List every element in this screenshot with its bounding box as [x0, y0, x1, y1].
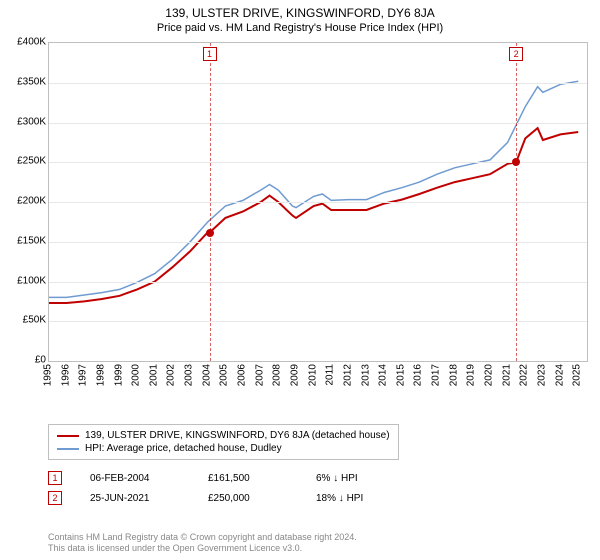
y-axis-label: £300K — [17, 116, 46, 127]
x-axis-label: 2000 — [131, 364, 142, 386]
sale-marker-box: 2 — [509, 47, 523, 61]
sale-point — [512, 158, 520, 166]
legend-label: 139, ULSTER DRIVE, KINGSWINFORD, DY6 8JA… — [85, 430, 390, 441]
x-axis-label: 2008 — [272, 364, 283, 386]
x-axis-label: 2007 — [254, 364, 265, 386]
x-axis-label: 2001 — [148, 364, 159, 386]
x-axis-label: 2024 — [554, 364, 565, 386]
sale-marker-icon: 1 — [48, 471, 62, 485]
y-axis-label: £150K — [17, 235, 46, 246]
sale-price: £250,000 — [208, 493, 288, 504]
sale-marker-box: 1 — [203, 47, 217, 61]
y-axis-label: £100K — [17, 275, 46, 286]
x-axis-label: 1995 — [43, 364, 54, 386]
footer-line: This data is licensed under the Open Gov… — [48, 543, 357, 554]
x-axis-label: 2013 — [360, 364, 371, 386]
legend-swatch — [57, 448, 79, 450]
legend-label: HPI: Average price, detached house, Dudl… — [85, 443, 282, 454]
chart-subtitle: Price paid vs. HM Land Registry's House … — [0, 20, 600, 38]
x-axis-label: 2004 — [201, 364, 212, 386]
sale-row: 1 06-FEB-2004 £161,500 6% ↓ HPI — [48, 468, 363, 488]
sale-point — [206, 229, 214, 237]
chart-container: 139, ULSTER DRIVE, KINGSWINFORD, DY6 8JA… — [0, 0, 600, 560]
x-axis-label: 2012 — [342, 364, 353, 386]
legend-swatch — [57, 435, 79, 437]
x-axis-label: 2014 — [378, 364, 389, 386]
x-axis-label: 2002 — [166, 364, 177, 386]
y-axis-label: £350K — [17, 76, 46, 87]
sale-diff: 18% ↓ HPI — [316, 493, 363, 504]
sale-vline — [516, 43, 517, 361]
x-axis-label: 2018 — [448, 364, 459, 386]
x-axis-label: 2005 — [219, 364, 230, 386]
sale-vline — [210, 43, 211, 361]
plot-area: 12 — [48, 42, 588, 362]
x-axis-label: 2022 — [519, 364, 530, 386]
footer-line: Contains HM Land Registry data © Crown c… — [48, 532, 357, 543]
x-axis-label: 2023 — [536, 364, 547, 386]
x-axis-label: 1998 — [95, 364, 106, 386]
chart-title: 139, ULSTER DRIVE, KINGSWINFORD, DY6 8JA — [0, 0, 600, 20]
x-axis-label: 2021 — [501, 364, 512, 386]
x-axis-label: 2025 — [572, 364, 583, 386]
x-axis-label: 2020 — [483, 364, 494, 386]
y-axis-label: £400K — [17, 37, 46, 48]
x-axis-label: 2009 — [289, 364, 300, 386]
x-axis-label: 1996 — [60, 364, 71, 386]
sale-diff: 6% ↓ HPI — [316, 473, 358, 484]
legend-item: HPI: Average price, detached house, Dudl… — [57, 442, 390, 455]
y-axis-label: £200K — [17, 196, 46, 207]
y-axis-label: £250K — [17, 156, 46, 167]
x-axis-label: 2019 — [466, 364, 477, 386]
x-axis-label: 2010 — [307, 364, 318, 386]
sale-date: 25-JUN-2021 — [90, 493, 180, 504]
sale-price: £161,500 — [208, 473, 288, 484]
legend-item: 139, ULSTER DRIVE, KINGSWINFORD, DY6 8JA… — [57, 429, 390, 442]
x-axis-label: 2006 — [237, 364, 248, 386]
x-axis-label: 2003 — [184, 364, 195, 386]
legend: 139, ULSTER DRIVE, KINGSWINFORD, DY6 8JA… — [48, 424, 399, 460]
series-line-hpi — [49, 81, 578, 297]
x-axis-label: 2011 — [325, 364, 336, 386]
footer: Contains HM Land Registry data © Crown c… — [48, 532, 357, 555]
x-axis-label: 2017 — [431, 364, 442, 386]
sale-date: 06-FEB-2004 — [90, 473, 180, 484]
y-axis-label: £50K — [23, 315, 46, 326]
sales-table: 1 06-FEB-2004 £161,500 6% ↓ HPI 2 25-JUN… — [48, 468, 363, 508]
x-axis-label: 2016 — [413, 364, 424, 386]
series-line-property — [49, 128, 578, 303]
x-axis-label: 1999 — [113, 364, 124, 386]
sale-row: 2 25-JUN-2021 £250,000 18% ↓ HPI — [48, 488, 363, 508]
x-axis-label: 2015 — [395, 364, 406, 386]
x-axis-label: 1997 — [78, 364, 89, 386]
chart-area: 12 £0£50K£100K£150K£200K£250K£300K£350K£… — [0, 42, 600, 384]
sale-marker-icon: 2 — [48, 491, 62, 505]
